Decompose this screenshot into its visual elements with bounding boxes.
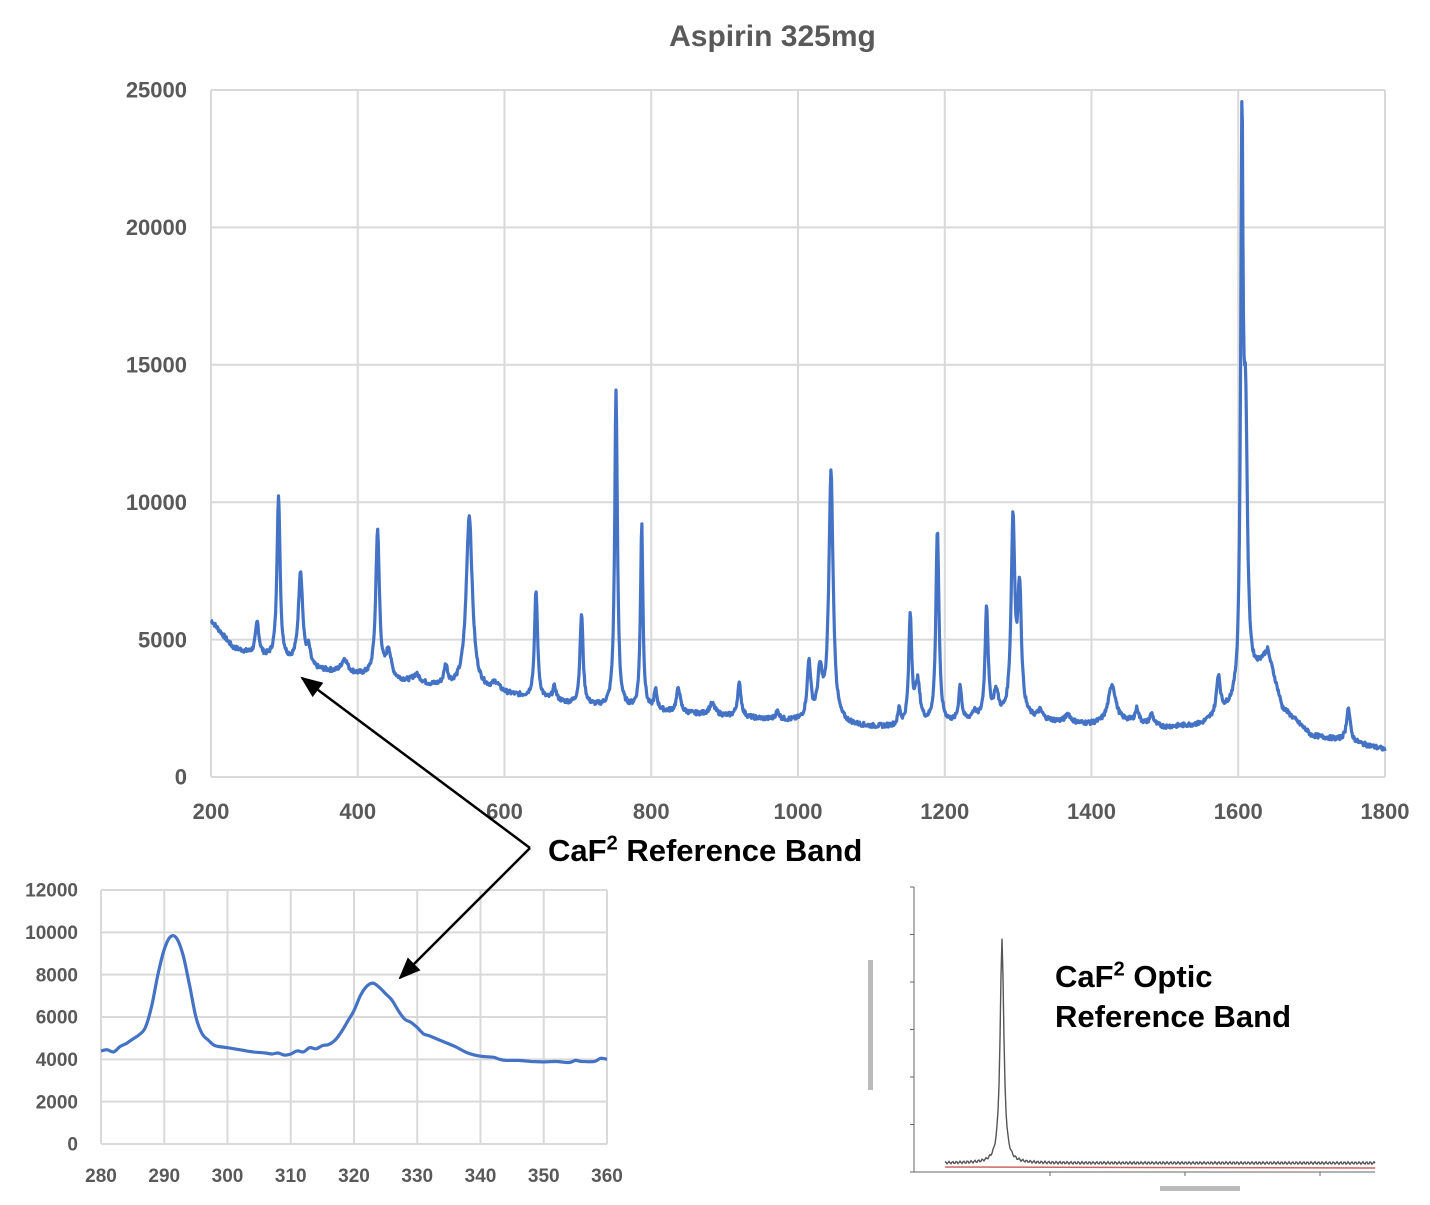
x-tick-label: 300 <box>212 1166 244 1187</box>
y-tick-label: 5000 <box>138 627 187 652</box>
y-tick-label: 15000 <box>126 353 187 378</box>
x-tick-label: 800 <box>633 799 670 824</box>
x-tick-label: 1800 <box>1361 799 1410 824</box>
chart-title: Aspirin 325mg <box>669 20 876 53</box>
ref-label-superscript: 2 <box>1113 958 1125 981</box>
callout-arrows <box>300 676 531 980</box>
inset-chart: 280 290 300 310 320 330 340 350 360 0 2000 4000 6000… <box>25 881 623 1187</box>
arrow-to-main-chart <box>300 676 531 850</box>
x-tick-label: 310 <box>275 1166 307 1187</box>
x-tick-label: 320 <box>338 1166 370 1187</box>
spectrum-series-line <box>210 100 1387 752</box>
ref-y-axis-title-smudge <box>868 960 873 1090</box>
y-tick-label: 0 <box>67 1135 78 1156</box>
y-tick-label: 4000 <box>36 1050 78 1071</box>
caf2-optic-reference-label: CaF2 Optic Reference Band <box>1055 957 1291 1037</box>
x-tick-label: 200 <box>193 799 230 824</box>
x-tick-label: 360 <box>591 1166 623 1187</box>
ref-label-text: Optic <box>1124 959 1213 994</box>
callout-prefix: CaF <box>548 833 607 868</box>
caf2-reference-spectrum <box>868 886 1376 1191</box>
caf2-reference-band-callout: CaF2 Reference Band <box>548 831 862 871</box>
x-tick-label: 400 <box>339 799 376 824</box>
callout-text: Reference Band <box>617 833 863 868</box>
x-tick-label: 340 <box>465 1166 497 1187</box>
callout-superscript: 2 <box>606 832 618 855</box>
x-tick-label: 1200 <box>920 799 969 824</box>
y-tick-label: 10000 <box>25 923 78 944</box>
x-tick-label: 290 <box>148 1166 180 1187</box>
x-tick-label: 1400 <box>1067 799 1116 824</box>
main-chart: 200 400 600 800 1000 1200 1400 1600 180005000100… <box>126 78 1410 824</box>
inset-series-line <box>100 934 608 1065</box>
ref-label-line1: CaF2 Optic <box>1055 957 1291 997</box>
y-tick-label: 2000 <box>36 1092 78 1113</box>
y-tick-label: 8000 <box>36 965 78 986</box>
x-tick-label: 330 <box>401 1166 433 1187</box>
y-tick-label: 12000 <box>25 881 78 902</box>
x-tick-label: 1000 <box>774 799 823 824</box>
arrow-to-inset-chart <box>398 847 531 980</box>
x-tick-label: 280 <box>85 1166 117 1187</box>
ref-spectrum-line <box>944 938 1376 1166</box>
y-tick-label: 0 <box>175 765 187 790</box>
ref-label-prefix: CaF <box>1055 959 1114 994</box>
x-tick-label: 350 <box>528 1166 560 1187</box>
ref-x-axis-title-smudge <box>1160 1186 1240 1191</box>
y-tick-label: 20000 <box>126 215 187 240</box>
y-tick-label: 10000 <box>126 490 187 515</box>
y-tick-label: 6000 <box>36 1008 78 1029</box>
x-tick-label: 1600 <box>1214 799 1263 824</box>
y-tick-label: 25000 <box>126 78 187 103</box>
ref-label-line2: Reference Band <box>1055 999 1292 1034</box>
ref-baseline <box>944 1166 1376 1169</box>
